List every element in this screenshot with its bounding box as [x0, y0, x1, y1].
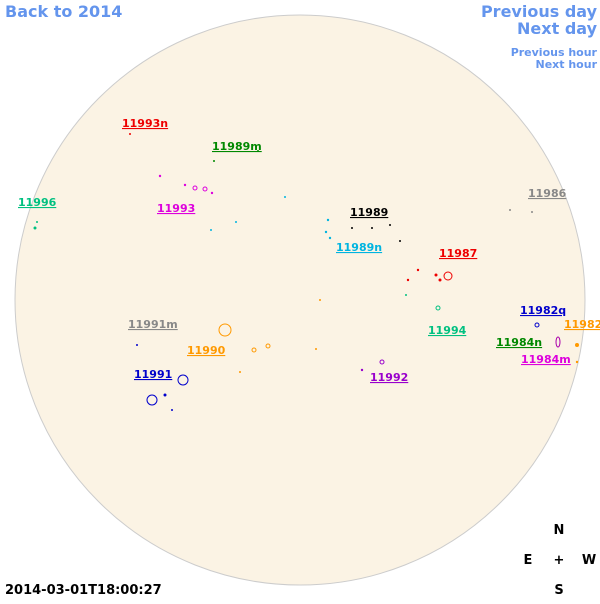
sunspot	[324, 230, 328, 234]
sunspot	[235, 221, 237, 223]
sunspot	[399, 240, 401, 242]
sunspot	[36, 221, 38, 223]
sunspot	[177, 374, 189, 386]
sunspot	[146, 394, 158, 406]
sunspot	[575, 343, 579, 347]
sunspot	[328, 236, 332, 240]
next-hour-link[interactable]: Next hour	[536, 58, 598, 71]
sunspot	[326, 218, 330, 222]
back-link[interactable]: Back to 2014	[5, 2, 122, 21]
region-label: 11996	[18, 196, 57, 209]
compass-east: E	[524, 553, 533, 568]
region-label: 11989	[350, 206, 388, 219]
next-day-link[interactable]: Next day	[517, 19, 598, 38]
region-label: 11982	[564, 318, 600, 331]
region-label: 11986	[528, 187, 567, 200]
sunspot	[210, 229, 212, 231]
sunspot	[33, 226, 37, 230]
sunspot	[434, 273, 438, 277]
sunspot	[239, 371, 241, 373]
region-label: 11992	[370, 371, 408, 384]
region-label: 11989n	[336, 241, 382, 254]
sunspot	[435, 305, 441, 311]
region-label: 11993n	[122, 117, 168, 130]
sunspot	[213, 160, 215, 162]
compass-north: N	[554, 523, 565, 538]
sunspot	[371, 227, 373, 229]
sunspot	[163, 393, 167, 397]
sunspot	[443, 271, 453, 281]
region-label: 11984m	[521, 353, 571, 366]
compass-west: W	[582, 553, 596, 568]
region-label: 11994	[428, 324, 467, 337]
timestamp: 2014-03-01T18:00:27	[5, 583, 162, 598]
sunspot	[379, 359, 385, 365]
region-label: 11989m	[212, 140, 262, 153]
sunspot	[218, 323, 232, 337]
sunspot	[406, 278, 410, 282]
region-label: 11993	[157, 202, 195, 215]
sunspot	[351, 227, 353, 229]
sunspot	[405, 294, 407, 296]
compass-center: +	[554, 553, 565, 568]
region-label: 11984n	[496, 336, 542, 349]
sunspot	[315, 348, 317, 350]
sunspot	[183, 183, 187, 187]
region-labels: 11993n 11989m 11996 11993 11989 11986 11…	[18, 117, 600, 384]
previous-day-link[interactable]: Previous day	[481, 2, 598, 21]
sunspot	[257, 150, 259, 152]
sunspot	[202, 186, 208, 192]
sunspot	[136, 344, 138, 346]
region-label: 11991m	[128, 318, 178, 331]
sunspot	[251, 347, 257, 353]
sunspot	[531, 211, 533, 213]
sunspot	[416, 268, 420, 272]
region-label: 11991	[134, 368, 172, 381]
sunspot	[389, 224, 391, 226]
sunspot	[210, 191, 214, 195]
region-label: 11982q	[520, 304, 566, 317]
sunspot	[158, 174, 162, 178]
sunspot	[555, 336, 561, 348]
sunspots	[33, 133, 579, 411]
sunspot	[284, 196, 286, 198]
sunspot	[360, 368, 364, 372]
sunspot	[192, 185, 198, 191]
sunspot	[438, 278, 442, 282]
sunspot	[534, 322, 540, 328]
sunspot	[171, 409, 173, 411]
sunspot	[575, 360, 579, 364]
solar-disk	[14, 14, 586, 586]
region-label: 11990	[187, 344, 226, 357]
compass-south: S	[554, 583, 563, 598]
sunspot	[129, 133, 131, 135]
sunspot	[265, 343, 271, 349]
previous-hour-link[interactable]: Previous hour	[511, 46, 598, 59]
region-label: 11987	[439, 247, 477, 260]
sunspot	[319, 299, 321, 301]
sunspot	[509, 209, 511, 211]
